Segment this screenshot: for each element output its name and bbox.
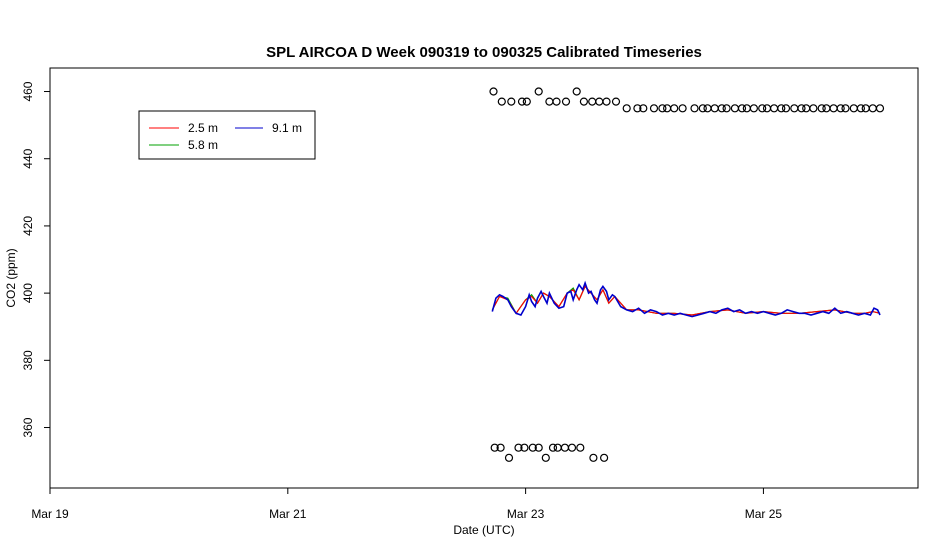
marker-point-24 [698, 104, 707, 113]
marker-point-3 [517, 97, 527, 106]
marker-point-16 [633, 104, 642, 113]
marker-point-14 [611, 97, 621, 106]
legend-label-9-1m: 9.1 m [272, 121, 302, 135]
marker-point-15 [622, 104, 631, 113]
series-line-2 [491, 280, 881, 318]
marker-point-23 [690, 104, 699, 113]
marker-point-65 [589, 453, 598, 462]
marker-point-11 [588, 97, 597, 106]
marker-point-31 [742, 104, 751, 113]
marker-point-12 [595, 97, 604, 106]
marker-point-45 [836, 104, 845, 113]
x-axis: Mar 19 Mar 21 Mar 23 Mar 25 [31, 488, 782, 521]
marker-point-53 [496, 443, 505, 452]
marker-point-26 [710, 104, 719, 113]
marker-point-27 [717, 104, 726, 113]
marker-point-5 [534, 87, 543, 96]
marker-point-0 [489, 87, 498, 96]
marker-point-61 [553, 443, 562, 452]
marker-point-32 [749, 104, 759, 113]
marker-point-42 [817, 104, 826, 113]
marker-point-37 [781, 104, 791, 113]
marker-point-58 [534, 443, 543, 452]
y-tick-label-4: 440 [21, 148, 35, 168]
marker-point-49 [861, 104, 870, 113]
marker-point-17 [639, 104, 648, 113]
marker-point-6 [545, 97, 554, 106]
marker-point-63 [567, 443, 577, 452]
chart-title: SPL AIRCOA D Week 090319 to 090325 Calib… [266, 44, 702, 61]
marker-point-4 [522, 97, 531, 106]
legend-label-2-5m: 2.5 m [188, 121, 218, 135]
y-axis: 360 380 400 420 440 460 [21, 81, 50, 438]
marker-point-62 [560, 443, 570, 452]
marker-point-36 [777, 104, 786, 113]
marker-point-59 [541, 453, 550, 462]
x-tick-label-2: Mar 23 [507, 507, 545, 521]
marker-point-8 [561, 97, 571, 106]
y-tick-label-5: 460 [21, 81, 35, 101]
marker-point-19 [658, 104, 667, 113]
marker-point-25 [703, 104, 712, 113]
marker-point-29 [730, 104, 740, 113]
marker-point-47 [849, 104, 858, 113]
plot-frame [49, 67, 919, 489]
marker-point-48 [856, 104, 866, 113]
x-axis-label: Date (UTC) [453, 523, 514, 537]
marker-point-41 [809, 104, 818, 113]
marker-point-56 [520, 443, 529, 452]
y-axis-label: CO2 (ppm) [4, 248, 18, 307]
marker-point-13 [602, 97, 611, 106]
marker-point-34 [762, 104, 772, 113]
marker-point-54 [504, 453, 514, 462]
marker-point-60 [548, 443, 558, 452]
marker-point-22 [678, 104, 687, 113]
marker-point-39 [797, 104, 806, 113]
marker-point-9 [572, 87, 581, 96]
marker-point-20 [662, 104, 672, 113]
marker-point-57 [528, 443, 537, 452]
series-layer [491, 280, 881, 318]
marker-layer [489, 87, 885, 462]
marker-point-50 [868, 104, 877, 113]
y-tick-label-3: 420 [21, 216, 35, 236]
marker-point-10 [579, 97, 589, 106]
legend-label-5-8m: 5.8 m [188, 138, 218, 152]
marker-point-64 [576, 443, 585, 452]
marker-point-28 [722, 104, 731, 113]
marker-point-18 [649, 104, 659, 113]
y-tick-label-1: 380 [21, 350, 35, 370]
marker-point-7 [552, 97, 561, 106]
marker-point-40 [802, 104, 811, 113]
marker-point-66 [599, 453, 609, 462]
series-line-0 [491, 285, 881, 316]
marker-point-44 [829, 104, 838, 113]
marker-point-35 [769, 104, 779, 113]
marker-point-38 [790, 104, 799, 113]
marker-point-55 [514, 443, 523, 452]
marker-point-51 [875, 104, 885, 113]
legend-box [138, 110, 316, 160]
marker-point-1 [497, 97, 506, 106]
y-tick-label-0: 360 [21, 417, 35, 437]
x-tick-label-0: Mar 19 [31, 507, 69, 521]
marker-point-30 [737, 104, 747, 113]
legend: 2.5 m 5.8 m 9.1 m [138, 110, 316, 160]
marker-point-46 [841, 104, 850, 113]
x-tick-label-1: Mar 21 [269, 507, 307, 521]
marker-point-52 [490, 443, 499, 452]
y-tick-label-2: 400 [21, 283, 35, 303]
x-tick-label-3: Mar 25 [745, 507, 783, 521]
marker-point-21 [670, 104, 679, 113]
marker-point-2 [507, 97, 516, 106]
marker-point-43 [822, 104, 831, 113]
marker-point-33 [758, 104, 767, 113]
